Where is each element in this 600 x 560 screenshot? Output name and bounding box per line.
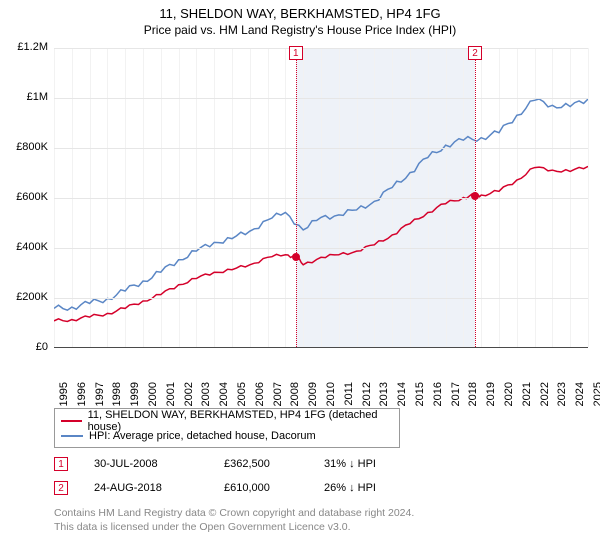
y-axis-tick-label: £400K	[0, 241, 48, 253]
chart-area: £0£200K£400K£600K£800K£1M£1.2M 12 199519…	[0, 42, 600, 402]
gridline-horizontal	[54, 248, 588, 249]
chart-subtitle: Price paid vs. HM Land Registry's House …	[0, 23, 600, 37]
plot-area: 12	[54, 48, 588, 348]
x-axis-tick-label: 2017	[450, 382, 462, 414]
gridline-horizontal	[54, 298, 588, 299]
x-axis-tick-label: 2023	[556, 382, 568, 414]
gridline-horizontal	[54, 98, 588, 99]
sale-row: 2 24-AUG-2018£610,00026% ↓ HPI	[54, 476, 414, 500]
legend-label: HPI: Average price, detached house, Daco…	[89, 430, 316, 442]
legend-swatch	[61, 420, 82, 422]
y-axis-tick-label: £200K	[0, 291, 48, 303]
sale-marker-box: 1	[54, 457, 68, 471]
chart-title: 11, SHELDON WAY, BERKHAMSTED, HP4 1FG	[0, 6, 600, 21]
sales-table: 1 30-JUL-2008£362,50031% ↓ HPI 2 24-AUG-201…	[54, 452, 414, 500]
legend-swatch	[61, 435, 83, 437]
sale-row: 1 30-JUL-2008£362,50031% ↓ HPI	[54, 452, 414, 476]
y-axis-tick-label: £1M	[0, 91, 48, 103]
attribution-line-2: This data is licensed under the Open Gov…	[54, 520, 414, 534]
attribution-line-1: Contains HM Land Registry data © Crown c…	[54, 506, 414, 520]
sale-price: £610,000	[224, 482, 324, 494]
marker-line	[296, 48, 297, 347]
x-axis-tick-label: 2020	[503, 382, 515, 414]
x-axis-tick-label: 2019	[485, 382, 497, 414]
gridline-horizontal	[54, 148, 588, 149]
y-axis-tick-label: £600K	[0, 191, 48, 203]
marker-label-box: 2	[468, 46, 482, 60]
marker-dot	[292, 253, 300, 261]
x-axis: 1995199619971998199920002001200220032004…	[54, 350, 588, 402]
x-axis-tick-label: 2021	[521, 382, 533, 414]
sale-diff: 31% ↓ HPI	[324, 458, 414, 470]
chart-container: 11, SHELDON WAY, BERKHAMSTED, HP4 1FG Pr…	[0, 0, 600, 560]
x-axis-tick-label: 2018	[467, 382, 479, 414]
x-axis-tick-label: 2016	[432, 382, 444, 414]
marker-dot	[471, 192, 479, 200]
x-axis-tick-label: 2015	[414, 382, 426, 414]
gridline-horizontal	[54, 48, 588, 49]
sale-date: 24-AUG-2018	[94, 482, 224, 494]
sale-marker-box: 2	[54, 481, 68, 495]
x-axis-tick-label: 2024	[574, 382, 586, 414]
x-axis-tick-label: 2022	[539, 382, 551, 414]
sale-price: £362,500	[224, 458, 324, 470]
y-axis-tick-label: £1.2M	[0, 41, 48, 53]
y-axis-tick-label: £0	[0, 341, 48, 353]
gridline-vertical	[588, 48, 589, 347]
marker-label-box: 1	[289, 46, 303, 60]
series-line	[54, 99, 588, 310]
title-area: 11, SHELDON WAY, BERKHAMSTED, HP4 1FG Pr…	[0, 0, 600, 37]
sale-date: 30-JUL-2008	[94, 458, 224, 470]
x-axis-tick-label: 2025	[592, 382, 600, 414]
legend-item: 11, SHELDON WAY, BERKHAMSTED, HP4 1FG (d…	[61, 413, 393, 428]
sale-diff: 26% ↓ HPI	[324, 482, 414, 494]
legend: 11, SHELDON WAY, BERKHAMSTED, HP4 1FG (d…	[54, 408, 400, 448]
y-axis-tick-label: £800K	[0, 141, 48, 153]
attribution: Contains HM Land Registry data © Crown c…	[54, 506, 414, 534]
gridline-horizontal	[54, 198, 588, 199]
